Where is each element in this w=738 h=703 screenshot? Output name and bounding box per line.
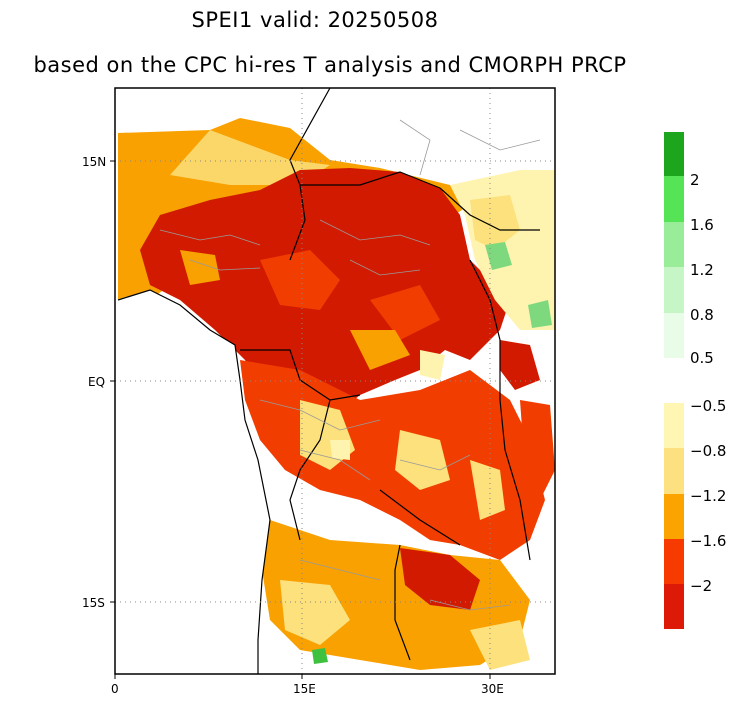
ocean [115,290,270,674]
axis-ticks [110,160,491,679]
legend-swatch-dry-5 [664,584,684,629]
drought-region-north-strip [170,130,330,185]
legend-wet: 2 1.6 1.2 0.8 0.5 [664,132,714,367]
drought-region-east-mild [470,195,520,250]
legend-label-0.8: 0.8 [690,306,714,324]
legend-swatch-wet-4 [664,267,684,313]
lon-label-0: 0 [111,682,119,696]
legend-swatch-wet-5 [664,313,684,358]
wet-region-east [485,242,552,328]
drought-region-central-moderate [180,250,410,370]
lat-label-15s: 15S [82,596,105,610]
legend-swatch-dry-4 [664,539,684,584]
country-borders [117,88,540,674]
legend-label-2: 2 [690,171,700,189]
legend-swatch-dry-1 [664,403,684,448]
legend-dry: −0.5 −0.8 −1.2 −1.6 −2 [664,397,726,629]
legend-label-neg0.8: −0.8 [690,442,726,460]
legend-swatch-dry-3 [664,494,684,539]
legend-label-neg0.5: −0.5 [690,397,726,415]
lat-label-15n: 15N [82,155,106,169]
drought-region-congo-mild [300,400,505,520]
drought-region-south-extreme [400,548,480,610]
legend-label-1.2: 1.2 [690,261,714,279]
drought-region-central-severe [260,250,440,340]
lon-label-30e: 30E [481,682,504,696]
legend-label-0.5: 0.5 [690,349,714,367]
legend-label-neg1.6: −1.6 [690,532,726,550]
map-title: SPEI1 valid: 20250508 [191,8,439,32]
map-subtitle: based on the CPC hi-res T analysis and C… [33,53,627,77]
wet-region-south [312,648,328,664]
legend-swatch-wet-3 [664,222,684,267]
legend-label-neg2: −2 [690,577,712,595]
legend-swatch-wet-1 [664,132,684,176]
province-borders [159,119,541,611]
lon-label-15e: 15E [293,682,316,696]
lat-label-eq: EQ [88,375,105,389]
legend-swatch-dry-2 [664,448,684,494]
map-plot [115,88,555,674]
legend-swatch-wet-2 [664,176,684,222]
drought-region-tanzania [520,400,555,500]
drought-region-congo-slight [330,350,445,460]
legend-label-neg1.2: −1.2 [690,487,726,505]
drought-region-east-lakes [500,340,540,390]
drought-region-south-mild [280,580,530,670]
legend-label-1.6: 1.6 [690,216,714,234]
graticule [115,88,555,674]
